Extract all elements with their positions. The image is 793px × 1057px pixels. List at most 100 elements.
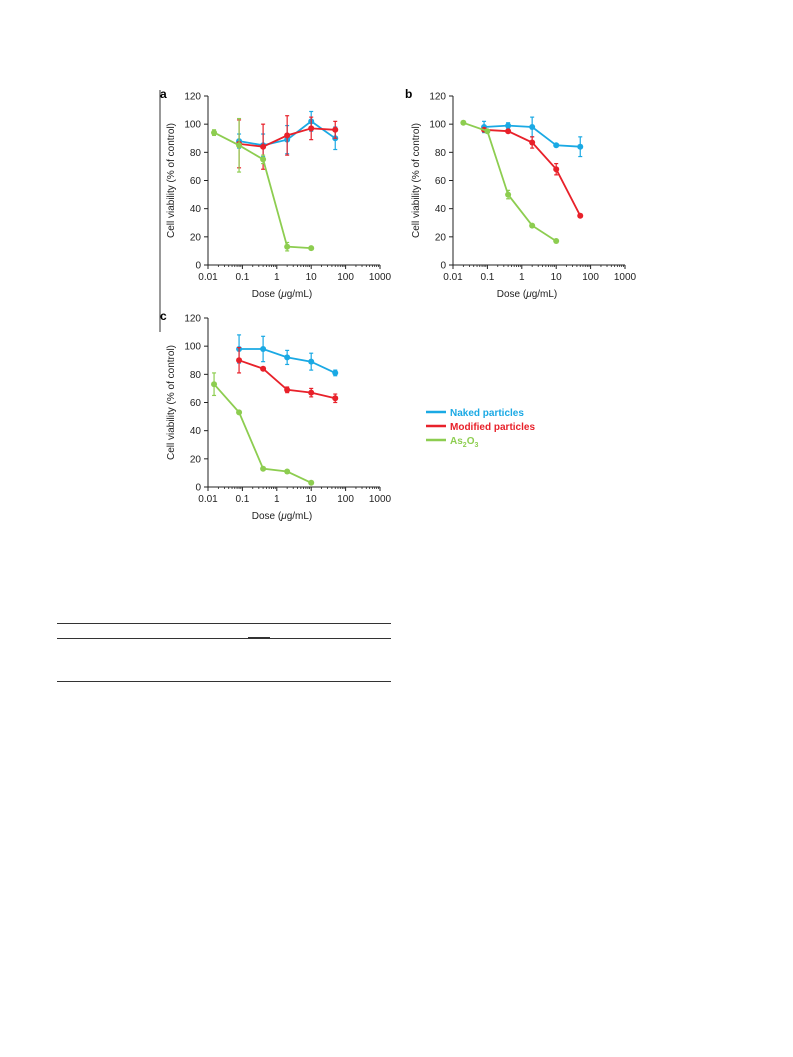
x-axis-title-mu: μ bbox=[280, 289, 287, 300]
y-tick-label: 60 bbox=[435, 176, 447, 187]
x-axis-title-mu: μ bbox=[280, 511, 287, 522]
x-axis-title-part: Dose ( bbox=[252, 511, 282, 522]
legend-label-as2o3: As2O3 bbox=[450, 436, 478, 449]
panel-letter: b bbox=[405, 87, 412, 101]
data-point-modified bbox=[260, 143, 267, 150]
legend-as2o3-sub2: 3 bbox=[474, 442, 478, 449]
y-tick-label: 40 bbox=[190, 204, 202, 215]
x-axis-title-part: Dose ( bbox=[497, 289, 527, 300]
data-point-modified bbox=[308, 125, 315, 132]
data-point-as2o3 bbox=[284, 243, 291, 250]
data-point-as2o3 bbox=[484, 128, 491, 135]
data-point-naked bbox=[553, 142, 560, 149]
data-point-as2o3 bbox=[260, 465, 267, 472]
data-point-as2o3 bbox=[236, 409, 243, 416]
y-tick-label: 120 bbox=[429, 92, 446, 103]
data-point-modified bbox=[284, 132, 291, 139]
y-tick-label: 60 bbox=[190, 398, 202, 409]
x-tick-label: 0.01 bbox=[198, 272, 218, 283]
x-axis-title-part: g/mL) bbox=[287, 511, 313, 522]
x-tick-label: 10 bbox=[306, 272, 318, 283]
y-axis-title: Cell viability (% of control) bbox=[411, 123, 422, 238]
panel-letter: c bbox=[160, 309, 167, 323]
y-tick-label: 20 bbox=[435, 232, 447, 243]
series-as2o3 bbox=[460, 119, 560, 245]
table-rule-middle-mark bbox=[248, 637, 270, 638]
series-modified bbox=[481, 126, 584, 219]
y-tick-label: 80 bbox=[190, 148, 202, 159]
y-tick-label: 20 bbox=[190, 232, 202, 243]
data-point-modified bbox=[529, 139, 536, 146]
x-tick-label: 100 bbox=[582, 272, 599, 283]
table-rule-bottom bbox=[57, 681, 391, 682]
series-line-as2o3 bbox=[463, 121, 557, 242]
x-tick-label: 0.1 bbox=[480, 272, 494, 283]
data-point-modified bbox=[577, 212, 584, 219]
y-axis-title: Cell viability (% of control) bbox=[166, 345, 177, 460]
x-axis-title: Dose (μg/mL) bbox=[497, 289, 558, 300]
y-tick-label: 80 bbox=[435, 148, 447, 159]
y-tick-label: 40 bbox=[190, 426, 202, 437]
legend: Naked particles Modified particles As2O3 bbox=[426, 408, 535, 449]
series-as2o3 bbox=[211, 117, 315, 252]
table-rule-top bbox=[57, 623, 391, 624]
y-tick-label: 20 bbox=[190, 454, 202, 465]
x-axis-title-part: g/mL) bbox=[287, 289, 313, 300]
data-point-as2o3 bbox=[284, 468, 291, 475]
x-axis-title-part: g/mL) bbox=[532, 289, 558, 300]
x-tick-label: 1 bbox=[274, 494, 280, 505]
y-tick-label: 120 bbox=[184, 92, 201, 103]
data-point-modified bbox=[505, 128, 512, 135]
y-tick-label: 120 bbox=[184, 314, 201, 325]
series-modified bbox=[236, 346, 339, 404]
y-tick-label: 40 bbox=[435, 204, 447, 215]
data-point-naked bbox=[529, 123, 536, 130]
data-point-naked bbox=[260, 345, 267, 352]
data-point-as2o3 bbox=[236, 142, 243, 149]
data-point-modified bbox=[236, 357, 243, 364]
data-point-modified bbox=[553, 166, 560, 173]
data-point-as2o3 bbox=[553, 238, 560, 245]
data-point-modified bbox=[284, 386, 291, 393]
data-point-modified bbox=[260, 365, 267, 372]
y-tick-label: 0 bbox=[195, 483, 201, 494]
legend-label-naked: Naked particles bbox=[450, 408, 524, 419]
x-tick-label: 1 bbox=[274, 272, 280, 283]
data-point-as2o3 bbox=[529, 222, 536, 229]
x-tick-label: 1000 bbox=[369, 272, 392, 283]
panel-letter: a bbox=[160, 87, 167, 101]
data-point-naked bbox=[505, 122, 512, 129]
x-tick-label: 10 bbox=[306, 494, 318, 505]
x-axis-title-mu: μ bbox=[525, 289, 532, 300]
data-point-as2o3 bbox=[460, 119, 467, 126]
data-point-as2o3 bbox=[260, 156, 267, 163]
data-point-as2o3 bbox=[308, 479, 315, 486]
x-tick-label: 0.01 bbox=[443, 272, 463, 283]
data-point-naked bbox=[577, 143, 584, 150]
y-tick-label: 100 bbox=[429, 120, 446, 131]
table-rule-middle bbox=[57, 638, 391, 639]
x-tick-label: 10 bbox=[551, 272, 563, 283]
legend-as2o3-part2: O bbox=[467, 436, 475, 447]
chart-panel-c: c 0 20 40 60 80 100 120 0.01 0.1 1 10 100 1000 Dose (μ… bbox=[160, 309, 392, 522]
y-tick-label: 0 bbox=[195, 261, 201, 272]
x-tick-label: 100 bbox=[337, 272, 354, 283]
data-point-as2o3 bbox=[505, 191, 512, 198]
series-as2o3 bbox=[211, 372, 315, 486]
data-point-modified bbox=[308, 389, 315, 396]
series-naked bbox=[236, 334, 339, 377]
x-axis-title: Dose (μg/mL) bbox=[252, 289, 313, 300]
y-tick-label: 0 bbox=[440, 261, 446, 272]
legend-label-modified: Modified particles bbox=[450, 422, 535, 433]
x-tick-label: 0.1 bbox=[235, 494, 249, 505]
x-tick-label: 0.1 bbox=[235, 272, 249, 283]
data-point-as2o3 bbox=[308, 245, 315, 252]
legend-as2o3-sub1: 2 bbox=[463, 442, 467, 449]
data-point-as2o3 bbox=[211, 381, 218, 388]
y-tick-label: 60 bbox=[190, 176, 202, 187]
chart-panel-a: a 0 20 40 60 80 100 120 0.01 0.1 1 10 100 1000 Dose (μ… bbox=[160, 87, 392, 300]
x-axis-title: Dose (μg/mL) bbox=[252, 511, 313, 522]
x-tick-label: 0.01 bbox=[198, 494, 218, 505]
legend-as2o3-part1: As bbox=[450, 436, 463, 447]
